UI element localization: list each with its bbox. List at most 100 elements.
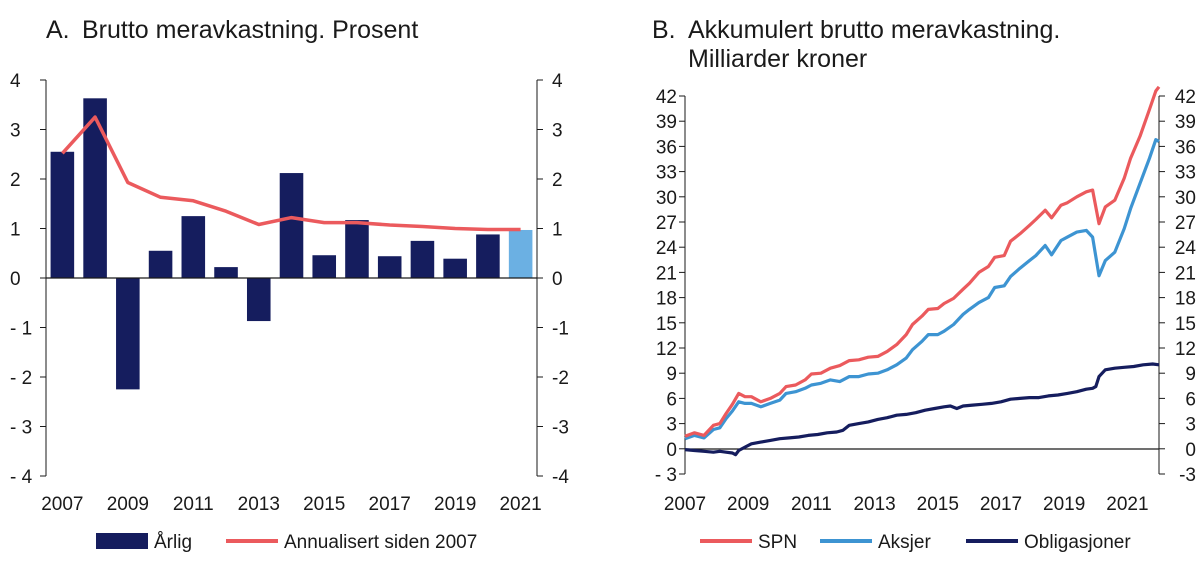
chart-b-ytick-label-left: 9 [666,364,677,385]
chart-b-ytick-label-right: 12 [1175,339,1196,360]
chart-b-xtick-label: 2013 [853,494,895,515]
bar-2018 [410,240,435,278]
chart-b-ytick-label-left: 36 [656,137,677,158]
chart-a-ytick-label-right: 1 [552,220,563,241]
chart-a-xtick-label: 2009 [107,494,149,515]
chart-a-xtick-label: 2017 [369,494,411,515]
chart-b-ytick-label-right: 3 [1185,415,1196,436]
chart-a-xtick-label: 2015 [303,494,345,515]
legend-label-spn: SPN [758,532,797,553]
bar-2008 [83,98,107,278]
chart-a-ytick-label-left: - 4 [10,467,33,488]
chart-b-ytick-label-right: 15 [1175,314,1196,335]
chart-b-ytick-label-left: 15 [656,314,677,335]
chart-a-xtick-label: 2013 [238,494,280,515]
chart-b-ytick-label-right: 6 [1185,389,1196,410]
chart-b-ytick-label-left: 12 [656,339,677,360]
legend-label-arlig: Årlig [154,532,192,553]
chart-a-y-axis-right: 4 3 2 1 0 -1 -2 -3 -4 [537,71,569,488]
bar-2017 [377,256,402,278]
chart-b-title-line1: Akkumulert brutto meravkastning. [688,16,1060,44]
series-line-obligasjoner [684,362,1160,457]
chart-b-ytick-label-left: 39 [656,112,677,133]
chart-a-ytick-label-right: 0 [552,269,563,290]
chart-b-title-line2: Milliarder kroner [688,45,867,73]
chart-b-ytick-label-left: - 3 [655,465,677,486]
chart-b-xtick-label: 2011 [791,494,832,515]
bar-2013 [246,278,271,322]
legend-label-annualisert: Annualisert siden 2007 [284,532,477,553]
chart-a-ytick-label-right: 3 [552,121,563,142]
chart-b-ytick-label-right: 33 [1175,163,1196,184]
chart-a-x-axis: 2007 2009 2011 2013 2015 2017 2019 2021 [41,494,542,515]
chart-a-ytick-label-left: 4 [10,71,21,92]
chart-b-ytick-label-left: 6 [666,389,677,410]
bar-2015 [312,255,337,278]
bar-2012 [214,267,238,278]
chart-a-xtick-label: 2007 [41,494,83,515]
chart-b-ytick-label-left: 21 [656,263,677,284]
bar-2020 [476,234,500,278]
chart-b-ytick-label-right: -3 [1179,465,1196,486]
series-line-spn [684,85,1161,438]
chart-a: A. Brutto meravkastning. Prosent 4 3 2 1 0 - … [10,16,569,553]
chart-a-ytick-label-right: 4 [552,71,563,92]
chart-a-ytick-label-right: -2 [552,368,569,389]
chart-a-ytick-label-left: 2 [10,170,21,191]
chart-b-ytick-label-right: 39 [1175,112,1196,133]
chart-a-xtick-label: 2021 [499,494,541,515]
chart-a-y-axis-left: 4 3 2 1 0 - 1 - 2 - 3 - 4 [10,71,46,488]
chart-a-ytick-label-right: -4 [552,467,569,488]
chart-b-ytick-label-right: 30 [1175,188,1196,209]
bar-2021 [508,229,533,278]
chart-a-ytick-label-left: 3 [10,121,21,142]
chart-a-title: Brutto meravkastning. Prosent [82,16,418,44]
chart-b-title-letter: B. [652,16,676,44]
chart-b-ytick-label-left: 27 [656,213,677,234]
chart-b-ytick-label-right: 27 [1175,213,1196,234]
chart-b-xtick-label: 2017 [980,494,1022,515]
legend-label-aksjer: Aksjer [878,532,931,553]
bar-2011 [181,216,206,278]
chart-b-ytick-label-right: 36 [1175,137,1196,158]
legend-swatch-arlig [96,533,148,549]
chart-a-ytick-label-left: - 3 [10,418,32,439]
chart-a-ytick-label-left: 1 [10,220,21,241]
chart-b-ytick-label-left: 30 [656,188,677,209]
chart-b-xtick-label: 2015 [917,494,959,515]
chart-b-ytick-label-right: 42 [1175,87,1196,108]
chart-b-xtick-label: 2007 [664,494,706,515]
bar-2007 [50,151,75,278]
bar-2014 [279,173,304,278]
chart-b-xtick-label: 2019 [1043,494,1085,515]
chart-b-ytick-label-right: 21 [1175,263,1196,284]
chart-b-xtick-label: 2021 [1106,494,1148,515]
chart-a-ytick-label-right: 2 [552,170,563,191]
chart-b-ytick-label-right: 18 [1175,289,1196,310]
chart-a-annualized-line [61,115,521,232]
chart-b-ytick-label-left: 42 [656,87,677,108]
chart-b-ytick-label-left: 24 [656,238,678,259]
chart-a-xtick-label: 2019 [434,494,476,515]
chart-b-ytick-label-right: 9 [1185,364,1196,385]
bar-2019 [443,258,467,278]
chart-a-ytick-label-left: - 2 [10,368,32,389]
series-line-aksjer [684,138,1160,441]
chart-b-ytick-label-right: 0 [1185,440,1196,461]
bar-2009 [116,278,140,390]
legend-label-obligasjoner: Obligasjoner [1024,532,1131,553]
chart-a-ytick-label-left: - 1 [10,319,32,340]
chart-b-ytick-label-left: 3 [666,415,677,436]
chart-a-title-letter: A. [46,16,70,44]
bar-2010 [148,250,173,278]
chart-b-ytick-label-left: 0 [666,440,677,461]
chart-a-ytick-label-left: 0 [10,269,21,290]
chart-b-xtick-label: 2009 [727,494,769,515]
chart-b-series [684,85,1161,457]
chart-b-x-axis: 2007 2009 2011 2013 2015 2017 2019 2021 [664,494,1149,515]
chart-a-ytick-label-right: -1 [552,319,569,340]
